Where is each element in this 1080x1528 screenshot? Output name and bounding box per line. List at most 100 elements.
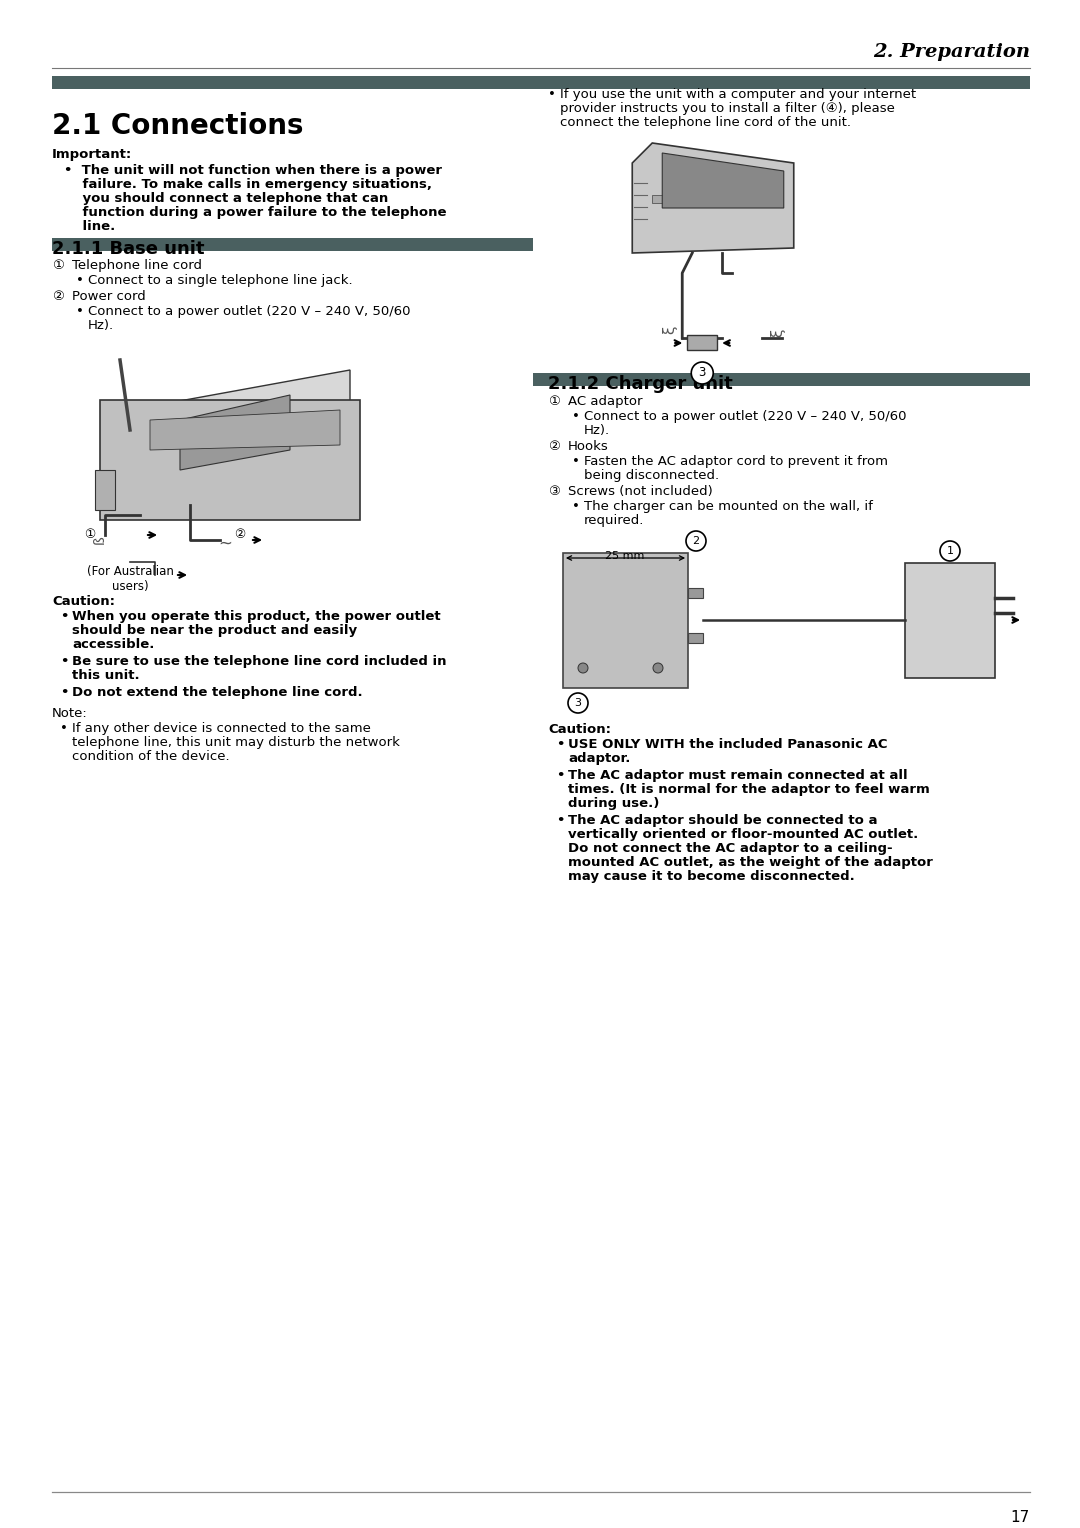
Text: 3: 3	[575, 698, 581, 707]
Bar	[688, 633, 703, 643]
Text: 2. Preparation: 2. Preparation	[873, 43, 1030, 61]
Text: •: •	[572, 500, 580, 513]
Text: AC adaptor: AC adaptor	[568, 396, 643, 408]
Text: ß: ß	[93, 536, 107, 544]
Text: Caution:: Caution:	[548, 723, 611, 736]
Text: provider instructs you to install a filter (④), please: provider instructs you to install a filt…	[561, 102, 895, 115]
Text: Hooks: Hooks	[568, 440, 609, 452]
Text: 2.1.1 Base unit: 2.1.1 Base unit	[52, 240, 204, 258]
Text: Be sure to use the telephone line cord included in: Be sure to use the telephone line cord i…	[72, 656, 446, 668]
Bar	[52, 76, 1030, 89]
Text: being disconnected.: being disconnected.	[584, 469, 719, 481]
Circle shape	[940, 541, 960, 561]
Text: ξ: ξ	[663, 325, 678, 335]
Text: ②: ②	[234, 529, 245, 541]
Text: •: •	[572, 455, 580, 468]
Text: The AC adaptor should be connected to a: The AC adaptor should be connected to a	[568, 814, 877, 827]
Text: this unit.: this unit.	[72, 669, 139, 681]
Text: during use.): during use.)	[568, 798, 660, 810]
Text: Important:: Important:	[52, 148, 132, 160]
Text: •: •	[60, 686, 68, 698]
Text: USE ONLY WITH the included Panasonic AC: USE ONLY WITH the included Panasonic AC	[568, 738, 888, 750]
Text: (For Australian
users): (For Australian users)	[86, 565, 174, 593]
Text: Fasten the AC adaptor cord to prevent it from: Fasten the AC adaptor cord to prevent it…	[584, 455, 888, 468]
Circle shape	[653, 663, 663, 672]
Text: you should connect a telephone that can: you should connect a telephone that can	[64, 193, 388, 205]
Text: ②: ②	[548, 440, 559, 452]
Text: Note:: Note:	[52, 707, 87, 720]
Text: 2.1.2 Charger unit: 2.1.2 Charger unit	[548, 374, 732, 393]
Bar	[687, 335, 717, 350]
Bar	[534, 373, 1030, 387]
Text: mounted AC outlet, as the weight of the adaptor: mounted AC outlet, as the weight of the …	[568, 856, 933, 869]
Text: condition of the device.: condition of the device.	[72, 750, 230, 762]
Text: The AC adaptor must remain connected at all: The AC adaptor must remain connected at …	[568, 769, 907, 782]
Polygon shape	[180, 396, 291, 471]
Text: 3: 3	[699, 367, 706, 379]
Circle shape	[578, 663, 588, 672]
Text: •: •	[60, 656, 68, 668]
Text: •  The unit will not function when there is a power: • The unit will not function when there …	[64, 163, 442, 177]
Bar	[563, 553, 688, 688]
Circle shape	[568, 694, 588, 714]
Text: adaptor.: adaptor.	[568, 752, 631, 766]
Polygon shape	[632, 144, 794, 254]
Polygon shape	[150, 410, 340, 451]
Text: times. (It is normal for the adaptor to feel warm: times. (It is normal for the adaptor to …	[568, 782, 930, 796]
Text: 2: 2	[692, 536, 700, 545]
Text: telephone line, this unit may disturb the network: telephone line, this unit may disturb th…	[72, 736, 400, 749]
Text: may cause it to become disconnected.: may cause it to become disconnected.	[568, 869, 854, 883]
Text: Connect to a power outlet (220 V – 240 V, 50/60: Connect to a power outlet (220 V – 240 V…	[584, 410, 906, 423]
Text: Hz).: Hz).	[584, 423, 610, 437]
Text: •: •	[572, 410, 580, 423]
Text: vertically oriented or floor-mounted AC outlet.: vertically oriented or floor-mounted AC …	[568, 828, 918, 840]
Text: failure. To make calls in emergency situations,: failure. To make calls in emergency situ…	[64, 177, 432, 191]
Text: Power cord: Power cord	[72, 290, 146, 303]
Polygon shape	[662, 153, 784, 208]
Text: ①: ①	[84, 529, 96, 541]
Bar	[905, 562, 995, 678]
Text: ②: ②	[52, 290, 64, 303]
Text: Telephone line cord: Telephone line cord	[72, 260, 202, 272]
Text: Do not extend the telephone line cord.: Do not extend the telephone line cord.	[72, 686, 363, 698]
Text: required.: required.	[584, 513, 645, 527]
Text: Do not connect the AC adaptor to a ceiling-: Do not connect the AC adaptor to a ceili…	[568, 842, 893, 856]
Text: ①: ①	[52, 260, 64, 272]
Circle shape	[686, 532, 706, 552]
Text: 17: 17	[1011, 1510, 1030, 1525]
Text: If any other device is connected to the same: If any other device is connected to the …	[72, 723, 370, 735]
Text: connect the telephone line cord of the unit.: connect the telephone line cord of the u…	[561, 116, 851, 128]
Text: •: •	[556, 738, 565, 750]
Text: The charger can be mounted on the wall, if: The charger can be mounted on the wall, …	[584, 500, 873, 513]
Text: •: •	[60, 723, 68, 735]
Text: 1: 1	[946, 545, 954, 556]
Text: ③: ③	[548, 484, 559, 498]
Text: •: •	[556, 814, 565, 827]
Text: Connect to a single telephone line jack.: Connect to a single telephone line jack.	[87, 274, 353, 287]
Text: Caution:: Caution:	[52, 594, 114, 608]
Text: •: •	[76, 274, 84, 287]
Bar	[52, 238, 534, 251]
Text: 25 mm: 25 mm	[605, 552, 645, 561]
Polygon shape	[130, 370, 350, 455]
Text: •: •	[556, 769, 565, 782]
Text: accessible.: accessible.	[72, 639, 154, 651]
Text: •: •	[76, 306, 84, 318]
Bar	[100, 400, 360, 520]
Bar	[652, 196, 683, 203]
Text: 2.1 Connections: 2.1 Connections	[52, 112, 303, 141]
Text: Connect to a power outlet (220 V – 240 V, 50/60: Connect to a power outlet (220 V – 240 V…	[87, 306, 410, 318]
Text: If you use the unit with a computer and your internet: If you use the unit with a computer and …	[561, 89, 916, 101]
Text: ①: ①	[548, 396, 559, 408]
Text: Screws (not included): Screws (not included)	[568, 484, 713, 498]
Text: should be near the product and easily: should be near the product and easily	[72, 623, 357, 637]
Text: •: •	[548, 89, 556, 101]
Bar	[688, 588, 703, 597]
Text: •: •	[60, 610, 68, 623]
Text: ξ: ξ	[770, 329, 785, 338]
Text: function during a power failure to the telephone: function during a power failure to the t…	[64, 206, 446, 219]
Text: line.: line.	[64, 220, 116, 232]
Text: ~: ~	[218, 535, 232, 553]
Bar	[95, 471, 114, 510]
Text: Hz).: Hz).	[87, 319, 114, 332]
